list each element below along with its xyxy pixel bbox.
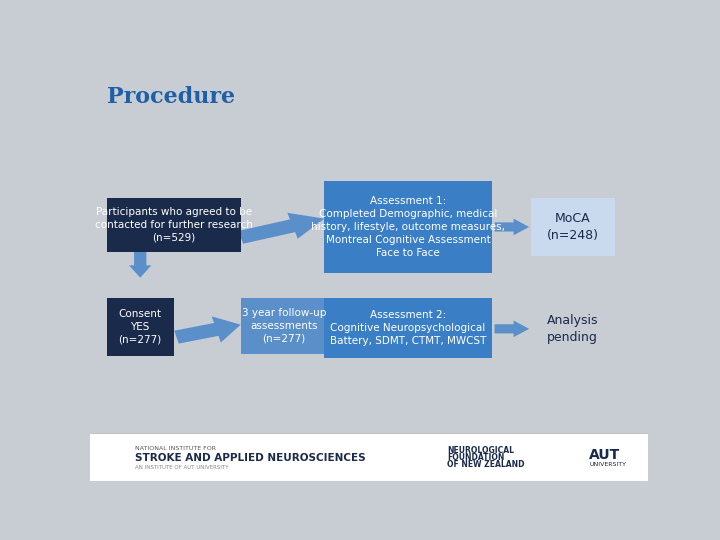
- Bar: [90, 433, 648, 481]
- Text: Procedure: Procedure: [107, 85, 235, 107]
- Text: NEUROLOGICAL: NEUROLOGICAL: [447, 446, 514, 455]
- Text: AN INSTITUTE OF AUT UNIVERSITY: AN INSTITUTE OF AUT UNIVERSITY: [135, 465, 228, 470]
- Text: NATIONAL INSTITUTE FOR: NATIONAL INSTITUTE FOR: [135, 447, 216, 451]
- FancyBboxPatch shape: [324, 181, 492, 273]
- Text: MoCA
(n=248): MoCA (n=248): [546, 212, 598, 242]
- Text: Analysis
pending: Analysis pending: [547, 314, 598, 343]
- Text: OF NEW ZEALAND: OF NEW ZEALAND: [447, 460, 525, 469]
- Text: Consent
YES
(n=277): Consent YES (n=277): [119, 309, 162, 345]
- Text: Assessment 1:
Completed Demographic, medical
history, lifestyle, outcome measure: Assessment 1: Completed Demographic, med…: [311, 197, 505, 258]
- Polygon shape: [174, 316, 240, 343]
- Text: STROKE AND APPLIED NEUROSCIENCES: STROKE AND APPLIED NEUROSCIENCES: [135, 453, 365, 463]
- FancyBboxPatch shape: [324, 298, 492, 358]
- FancyBboxPatch shape: [531, 198, 615, 256]
- FancyBboxPatch shape: [107, 198, 240, 252]
- FancyBboxPatch shape: [531, 300, 615, 358]
- Text: FOUNDATION: FOUNDATION: [447, 453, 505, 462]
- Polygon shape: [495, 321, 529, 337]
- Text: Participants who agreed to be
contacted for further research
(n=529): Participants who agreed to be contacted …: [95, 207, 253, 242]
- FancyBboxPatch shape: [107, 298, 174, 356]
- Text: AUT: AUT: [590, 448, 621, 462]
- Text: 3 year follow-up
assessments
(n=277): 3 year follow-up assessments (n=277): [242, 308, 326, 343]
- Polygon shape: [495, 219, 529, 235]
- Text: Assessment 2:
Cognitive Neuropsychological
Battery, SDMT, CTMT, MWCST: Assessment 2: Cognitive Neuropsychologic…: [330, 310, 486, 346]
- Polygon shape: [327, 320, 393, 338]
- Text: UNIVERSITY: UNIVERSITY: [590, 462, 626, 467]
- FancyBboxPatch shape: [240, 298, 327, 354]
- Polygon shape: [238, 213, 324, 244]
- Polygon shape: [307, 325, 343, 336]
- Polygon shape: [129, 252, 151, 278]
